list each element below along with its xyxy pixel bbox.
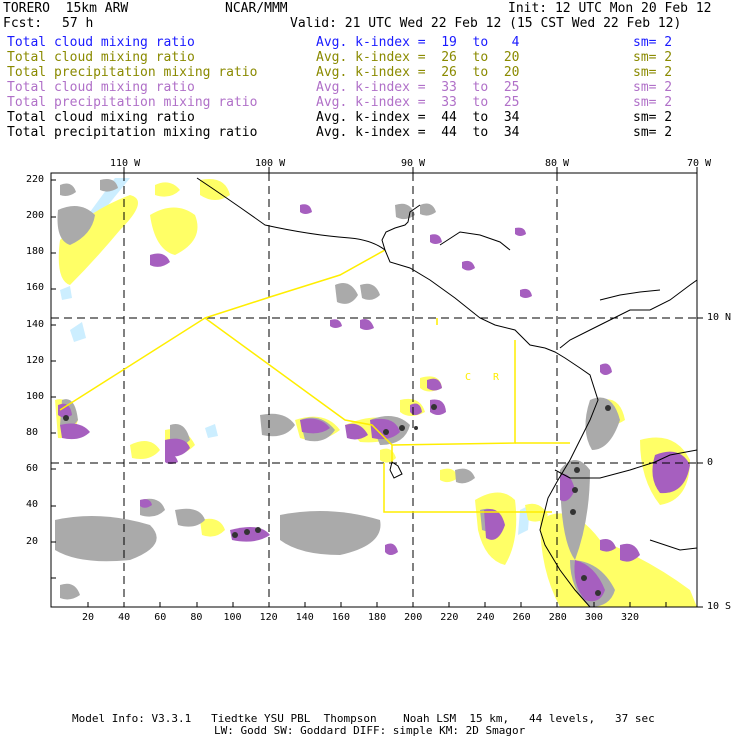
y-tick-label: 80 [26, 427, 39, 439]
x-tick-label: 240 [476, 612, 495, 623]
legend-sm: sm= 2 [633, 125, 673, 140]
forecast-label: Fcst: [3, 16, 43, 31]
lon-label: 90 W [401, 158, 426, 169]
y-tick-label: 60 [26, 463, 39, 475]
y-tick-label: 100 [26, 390, 45, 402]
x-tick-label: 120 [259, 612, 278, 623]
x-tick-label: 140 [295, 612, 314, 623]
x-tick-label: 40 [118, 612, 131, 623]
legend-kindex: Avg. k-index = 19 to 4 [316, 35, 520, 50]
legend-field: Total cloud mixing ratio [7, 110, 195, 125]
legend-field: Total precipitation mixing ratio [7, 95, 258, 110]
x-tick-label: 200 [404, 612, 423, 623]
legend-sm: sm= 2 [633, 50, 673, 65]
x-tick-label: 280 [548, 612, 567, 623]
lon-label: 100 W [255, 158, 286, 169]
y-tick-label: 140 [26, 318, 45, 330]
legend-field: Total precipitation mixing ratio [7, 65, 258, 80]
region-letter-r: R [493, 372, 500, 383]
y-tick-label: 180 [26, 246, 45, 258]
region-letter-c: C [465, 372, 472, 383]
legend-sm: sm= 2 [633, 35, 673, 50]
valid-time: Valid: 21 UTC Wed 22 Feb 12 (15 CST Wed … [290, 16, 682, 31]
model-title: TORERO 15km ARW [3, 1, 129, 16]
lon-label: 70 W [687, 158, 712, 169]
legend-sm: sm= 2 [633, 110, 673, 125]
lat-label: 10 S [707, 601, 732, 612]
legend-sm: sm= 2 [633, 65, 673, 80]
physics-info: LW: Godd SW: Goddard DIFF: simple KM: 2D… [214, 724, 526, 737]
legend-sm: sm= 2 [633, 80, 673, 95]
region-boundaries [59, 249, 570, 513]
init-time: Init: 12 UTC Mon 20 Feb 12 [508, 1, 712, 16]
lat-label: 10 N [707, 312, 732, 323]
precip-field-dark [63, 404, 611, 596]
forecast-hours: 57 h [62, 16, 94, 31]
legend-field: Total cloud mixing ratio [7, 50, 195, 65]
y-tick-label: 220 [26, 174, 45, 185]
legend-field: Total precipitation mixing ratio [7, 125, 258, 140]
x-tick-label: 320 [620, 612, 639, 623]
lon-label: 110 W [110, 158, 141, 169]
lat-label: 0 [707, 457, 714, 468]
legend-sm: sm= 2 [633, 95, 673, 110]
legend-kindex: Avg. k-index = 44 to 34 [316, 110, 520, 125]
y-tick-label: 120 [26, 354, 45, 366]
x-tick-label: 60 [154, 612, 167, 623]
lon-label: 80 W [545, 158, 570, 169]
precip-field-purple [58, 204, 690, 602]
legend-kindex: Avg. k-index = 26 to 20 [316, 50, 520, 65]
x-tick-label: 20 [82, 612, 95, 623]
cloud-field-light [60, 178, 530, 535]
x-tick-label: 160 [331, 612, 350, 623]
x-tick-label: 260 [512, 612, 531, 623]
map-frame [50, 172, 698, 608]
legend-kindex: Avg. k-index = 26 to 20 [316, 65, 520, 80]
model-info: Model Info: V3.3.1 Tiedtke YSU PBL Thomp… [72, 712, 655, 725]
y-tick-label: 40 [26, 499, 39, 511]
x-tick-label: 300 [584, 612, 603, 623]
x-tick-label: 100 [223, 612, 242, 623]
x-tick-label: 220 [440, 612, 459, 623]
coastlines [196, 177, 697, 607]
legend-field: Total cloud mixing ratio [7, 35, 195, 50]
map-fields [55, 178, 697, 607]
y-tick-label: 20 [26, 535, 39, 547]
x-tick-label: 80 [190, 612, 203, 623]
x-tick-label: 180 [368, 612, 387, 623]
axis-ticks [51, 167, 703, 608]
legend-kindex: Avg. k-index = 33 to 25 [316, 80, 520, 95]
y-tick-label: 200 [26, 210, 45, 222]
cloud-field-gray [55, 179, 680, 607]
legend-field: Total cloud mixing ratio [7, 80, 195, 95]
graticule [51, 173, 697, 607]
y-tick-label: 160 [26, 282, 45, 294]
legend-kindex: Avg. k-index = 33 to 25 [316, 95, 520, 110]
legend-kindex: Avg. k-index = 44 to 34 [316, 125, 520, 140]
org-label: NCAR/MMM [225, 1, 288, 16]
